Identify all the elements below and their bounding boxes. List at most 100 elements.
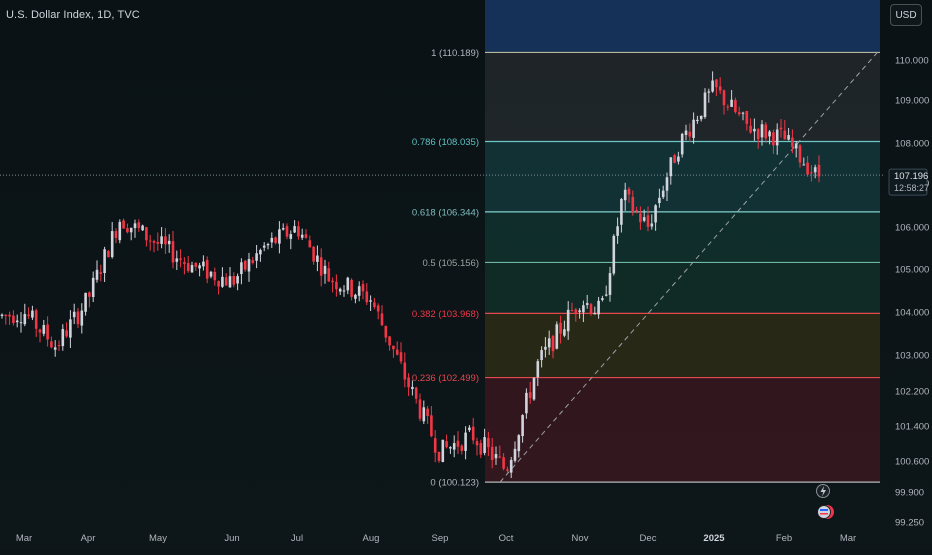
candle-body [160,236,163,244]
countdown-timer: 12:58:27 [894,183,929,193]
candle-body [118,221,122,241]
event-markers [816,484,834,519]
candle-body [471,426,475,441]
candle-body [259,249,262,255]
candle-body [620,199,623,225]
candle-body [171,241,175,263]
fib-zone [485,211,880,263]
candle-body [589,304,593,314]
candle-body [783,130,787,140]
candle-body [31,310,34,318]
candle-body [677,156,680,162]
candle-body [718,86,722,91]
candle-body [213,271,217,281]
candle-body [107,250,110,258]
candle-body [175,258,179,262]
x-tick-label: Mar [840,533,856,544]
candle-body [684,130,688,135]
candle-body [19,322,23,324]
x-tick-label: Dec [640,533,657,544]
candle-body [802,164,806,166]
candle-body [122,220,125,229]
last-price-value: 107.196 [894,171,928,182]
candle-body [791,137,794,147]
x-tick-label: Mar [16,533,32,544]
candle-body [437,451,441,461]
candle-body [680,133,684,155]
fib-trendline [499,49,881,483]
candle-body [411,386,414,389]
fib-top-zone [485,0,880,53]
candle-body [399,352,403,362]
fib-level-label: 0.618 (106.344) [412,207,479,218]
candle-body [563,329,566,336]
candle-body [312,246,315,262]
candle-body [711,80,714,92]
currency-button[interactable]: USD [890,4,922,26]
candle-body [84,292,87,312]
candle-body [753,128,756,132]
candle-body [262,245,266,248]
candle-body [726,106,730,108]
candle-body [228,276,232,288]
candle-body [300,234,304,238]
y-tick-label: 99.250 [895,518,924,529]
candle-body [152,241,156,243]
candle-body [456,440,460,447]
candle-body [566,309,570,332]
candle-body [646,215,650,227]
candle-body [23,314,27,325]
candle-body [688,131,692,137]
candle-body [240,262,243,275]
candle-body [164,236,167,245]
us-flag-icon [817,505,831,519]
candle-body [597,300,600,315]
candle-body [559,322,562,334]
candle-body [8,314,11,317]
candle-body [110,231,114,258]
candle-body [95,269,99,280]
candle-body [703,92,707,118]
candle-body [658,197,661,204]
candle-body [794,143,798,149]
candle-body [540,350,543,361]
candle-body [354,294,357,299]
fib-zone [485,313,880,378]
candle-body [145,227,148,241]
fib-level-label: 1 (110.189) [431,48,479,59]
candle-body [490,446,494,461]
y-tick-label: 109.000 [895,96,929,107]
candle-body [76,311,80,325]
candle-body [346,277,350,291]
candle-body [0,314,4,316]
candle-body [426,408,429,417]
candle-body [65,330,68,337]
candle-body [544,346,547,350]
candle-body [369,300,372,302]
candle-body [209,271,213,277]
candle-body [570,309,574,311]
candle-body [635,210,638,212]
candle-body [365,291,369,303]
candle-body [817,164,821,177]
x-tick-label: Aug [363,533,380,544]
candle-body [730,99,733,107]
candle-body [813,167,817,173]
candle-body [285,226,289,237]
candle-body [673,155,676,163]
candle-body [707,91,711,93]
candle-body [604,294,608,296]
candle-body [190,265,194,273]
candle-body [255,253,258,261]
candle-body [57,345,61,347]
candle-body [236,276,239,284]
candle-body [768,131,771,137]
y-tick-label: 105.000 [895,265,929,276]
candle-body [392,345,395,350]
candle-body [42,325,46,334]
candle-body [669,157,673,177]
candle-body [608,273,612,295]
candle-body [509,459,513,473]
